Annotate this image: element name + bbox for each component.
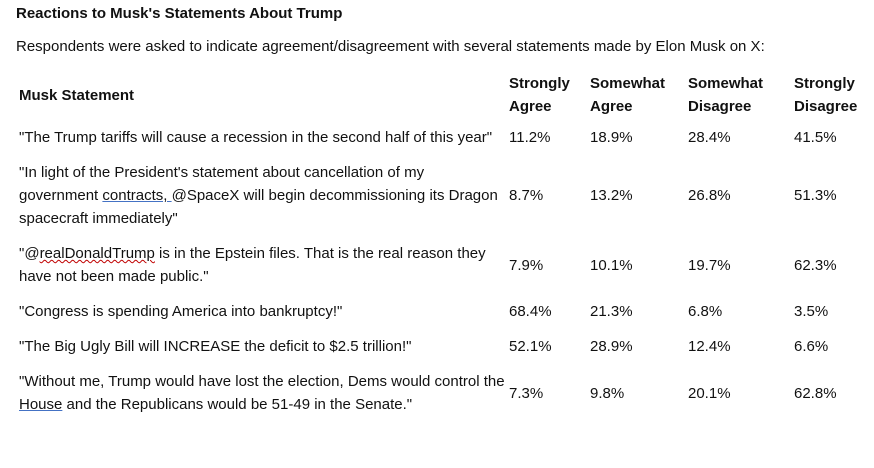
strongly-disagree-cell: 6.6% [794,338,829,355]
strongly-disagree-cell: 41.5% [794,129,837,146]
strongly-disagree-cell: 3.5% [794,303,829,320]
somewhat-agree-cell: 10.1% [590,256,633,274]
strongly-agree-cell: 7.9% [509,256,544,274]
strongly-agree-cell: 11.2% [509,129,551,146]
statement-text: @SpaceX will begin decommissioning its D… [19,187,498,227]
header-strongly-disagree-line2: Disagree [794,98,858,115]
somewhat-disagree-cell: 28.4% [688,129,731,146]
statement-text: and the Republicans would be 51-49 in th… [62,396,413,413]
header-strongly-disagree-line1: Strongly [794,75,855,92]
header-somewhat-disagree: Somewhat Disagree [688,70,794,120]
strongly-disagree-cell: 51.3% [794,187,837,204]
strongly-agree-cell: 7.3% [509,384,544,402]
statement-cell: "The Trump tariffs will cause a recessio… [19,129,493,146]
somewhat-disagree-cell: 20.1% [688,384,731,402]
strongly-agree-cell: 68.4% [509,303,552,320]
header-strongly-agree: Strongly Agree [509,70,590,120]
statement-cell: "Without me, Trump would have lost the e… [14,364,509,422]
table-row: "The Big Ugly Bill will INCREASE the def… [14,329,874,364]
somewhat-agree-cell: 13.2% [590,187,633,204]
header-somewhat-agree-line1: Somewhat [590,75,666,92]
header-strongly-disagree: Strongly Disagree [794,70,874,120]
house-link[interactable]: House [19,396,63,413]
document-title: Reactions to Musk's Statements About Tru… [16,5,343,22]
table-row: "In light of the President's statement a… [14,155,874,236]
table-header-row: Musk Statement Strongly Agree Somewhat Agr… [14,70,874,120]
somewhat-agree-cell: 18.9% [590,129,633,146]
header-musk-statement: Musk Statement [19,86,135,104]
somewhat-agree-cell: 9.8% [590,384,625,402]
statement-cell: "The Big Ugly Bill will INCREASE the def… [19,338,412,355]
header-somewhat-agree: Somewhat Agree [590,70,688,120]
statement-text: "In light of the President's statement a… [19,164,425,204]
somewhat-agree-cell: 21.3% [590,303,633,320]
spellcheck-flagged-word: realDonaldTrump [39,245,155,262]
table-row: "@realDonaldTrump is in the Epstein file… [14,236,874,294]
header-somewhat-agree-line2: Agree [590,98,633,115]
strongly-agree-cell: 52.1% [509,338,552,355]
strongly-disagree-cell: 62.3% [794,256,837,274]
somewhat-disagree-cell: 19.7% [688,256,731,274]
strongly-agree-cell: 8.7% [509,187,544,204]
table-row: "The Trump tariffs will cause a recessio… [14,120,874,155]
statement-text: "Without me, Trump would have lost the e… [19,373,505,390]
results-table: Musk Statement Strongly Agree Somewhat Agr… [14,70,874,422]
somewhat-disagree-cell: 12.4% [688,338,731,355]
header-somewhat-disagree-line1: Somewhat [688,75,764,92]
somewhat-agree-cell: 28.9% [590,338,633,355]
table-row: "Congress is spending America into bankr… [14,294,874,329]
document-subtitle: Respondents were asked to indicate agree… [16,38,765,55]
somewhat-disagree-cell: 26.8% [688,187,731,204]
header-somewhat-disagree-line2: Disagree [688,98,752,115]
statement-cell: "@realDonaldTrump is in the Epstein file… [14,236,509,294]
statement-cell: "In light of the President's statement a… [14,155,509,236]
header-strongly-agree-line1: Strongly [509,75,570,92]
statement-cell: "Congress is spending America into bankr… [19,303,343,320]
strongly-disagree-cell: 62.8% [794,384,837,402]
somewhat-disagree-cell: 6.8% [688,303,723,320]
contracts-link[interactable]: contracts, [102,187,172,204]
statement-text: "@ [19,245,40,262]
table-row: "Without me, Trump would have lost the e… [14,364,874,422]
statement-text: is in the Epstein files. That is the rea… [19,245,486,285]
header-strongly-agree-line2: Agree [509,98,552,115]
